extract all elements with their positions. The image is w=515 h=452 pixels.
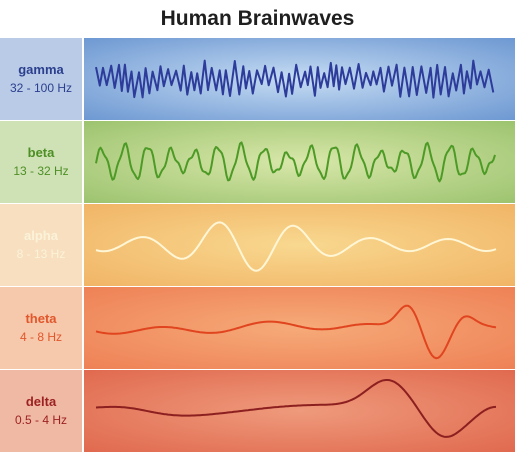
- theta-wave-line: [95, 304, 497, 360]
- beta-frequency: 13 - 32 Hz: [13, 164, 69, 178]
- delta-band: delta 0.5 - 4 Hz: [0, 370, 515, 452]
- beta-wave-area: [84, 121, 515, 203]
- theta-frequency: 4 - 8 Hz: [19, 330, 62, 344]
- alpha-label-box: alpha 8 - 13 Hz: [0, 204, 82, 286]
- delta-label-box: delta 0.5 - 4 Hz: [0, 370, 82, 452]
- gamma-name: gamma: [18, 62, 64, 77]
- theta-wave-svg: [95, 304, 497, 360]
- theta-name: theta: [25, 311, 57, 326]
- gamma-band: gamma 32 - 100 Hz: [0, 38, 515, 120]
- gamma-wave-area: [84, 38, 515, 120]
- alpha-wave-area: [84, 204, 515, 286]
- gamma-label-box: gamma 32 - 100 Hz: [0, 38, 82, 120]
- gamma-frequency: 32 - 100 Hz: [9, 81, 73, 95]
- beta-name: beta: [27, 145, 55, 160]
- alpha-wave-line: [95, 221, 497, 272]
- alpha-name: alpha: [24, 228, 58, 243]
- gamma-wave-svg: [95, 59, 495, 99]
- delta-wave-line: [95, 379, 497, 438]
- beta-wave-svg: [95, 141, 496, 183]
- theta-label-box: theta 4 - 8 Hz: [0, 287, 82, 369]
- beta-wave-line: [95, 141, 496, 183]
- alpha-wave-svg: [95, 221, 497, 272]
- delta-wave-svg: [95, 379, 497, 438]
- delta-frequency: 0.5 - 4 Hz: [14, 413, 68, 427]
- gamma-wave-line: [95, 59, 495, 99]
- diagram-title: Human Brainwaves: [160, 7, 355, 30]
- delta-wave-area: [84, 370, 515, 452]
- beta-label-box: beta 13 - 32 Hz: [0, 121, 82, 203]
- alpha-frequency: 8 - 13 Hz: [16, 247, 66, 261]
- beta-band: beta 13 - 32 Hz: [0, 121, 515, 203]
- delta-name: delta: [25, 394, 57, 409]
- alpha-band: alpha 8 - 13 Hz: [0, 204, 515, 286]
- theta-wave-area: [84, 287, 515, 369]
- theta-band: theta 4 - 8 Hz: [0, 287, 515, 369]
